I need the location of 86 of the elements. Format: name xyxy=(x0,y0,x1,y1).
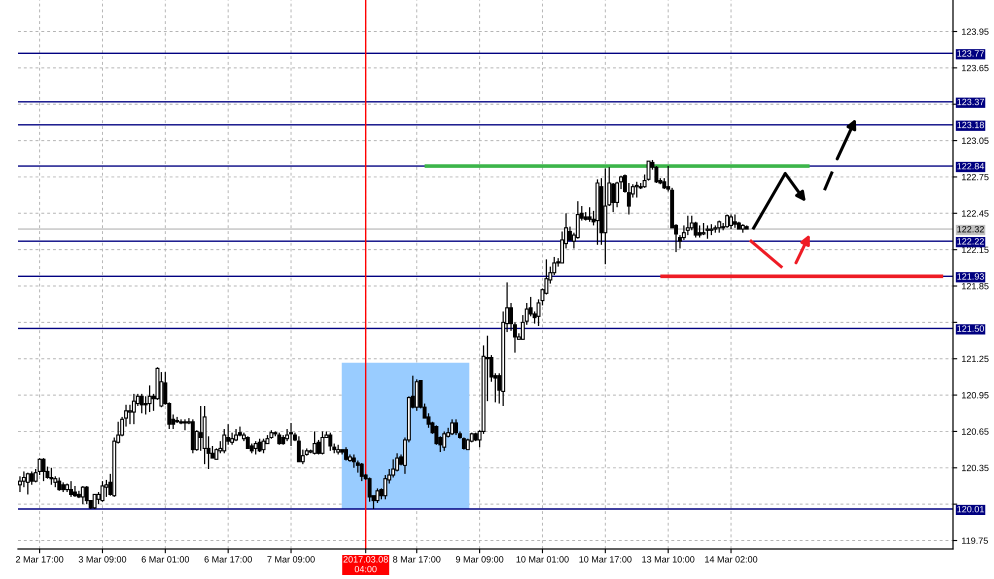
y-tick-label: 122.45 xyxy=(962,210,989,217)
candlestick xyxy=(732,214,737,228)
candlestick xyxy=(686,215,690,236)
candlestick xyxy=(328,432,332,452)
candlestick xyxy=(442,430,446,452)
candlestick xyxy=(132,393,136,425)
y-tick-label: 123.05 xyxy=(962,138,989,144)
x-tick-label: 7 Mar 09:00 xyxy=(267,556,315,563)
x-tick-label: 10 Mar 01:00 xyxy=(516,556,569,563)
ref-line-label: 123.18 xyxy=(957,122,984,128)
candlestick xyxy=(320,430,324,456)
candlestick xyxy=(198,405,203,452)
candlestick xyxy=(258,438,262,453)
ref-line-label: 123.77 xyxy=(957,50,984,57)
candlestick xyxy=(698,224,702,238)
x-tick-label: 2 Mar 17:00 xyxy=(16,556,64,563)
y-tick-label: 120.95 xyxy=(962,392,989,398)
candlestick xyxy=(238,426,242,437)
candlestick xyxy=(705,224,710,240)
y-tick-label: 123.65 xyxy=(962,64,989,72)
y-tick-label: 120.65 xyxy=(962,428,989,435)
candlestick xyxy=(702,222,706,236)
candlestick xyxy=(22,470,26,488)
candlestick xyxy=(72,485,77,498)
candlestick xyxy=(717,220,722,234)
candlestick xyxy=(344,446,348,462)
candlestick xyxy=(140,393,144,414)
candlestick xyxy=(246,436,250,450)
candlestick xyxy=(352,454,356,468)
candlestick xyxy=(368,476,372,502)
candlestick xyxy=(57,476,62,492)
candlestick xyxy=(454,418,458,436)
candlestick xyxy=(128,404,132,425)
x-tick-label: 8 Mar 17:00 xyxy=(393,556,440,563)
candlestick xyxy=(222,428,226,454)
x-tick-label: 9 Mar 09:00 xyxy=(456,556,504,563)
ref-line-label: 122.32 xyxy=(957,226,984,232)
ref-line-label: 120.01 xyxy=(957,506,984,512)
y-tick-label: 123.95 xyxy=(962,28,989,35)
candlestick xyxy=(312,430,317,456)
candlestick xyxy=(289,422,294,447)
y-tick-label: 122.75 xyxy=(962,174,989,180)
ref-line-label: 121.93 xyxy=(957,273,984,280)
candlestick xyxy=(450,418,454,436)
candlestick xyxy=(69,480,74,498)
candlestick xyxy=(26,472,30,496)
candlestick xyxy=(375,488,380,504)
candlestick xyxy=(18,476,22,493)
candlestick xyxy=(262,438,266,454)
x-tick-label: 6 Mar 01:00 xyxy=(142,556,190,563)
candlestick xyxy=(254,440,258,456)
x-tick-label: 3 Mar 09:00 xyxy=(78,556,126,563)
ref-line-label: 123.37 xyxy=(957,98,984,106)
x-tick-label: 14 Mar 02:00 xyxy=(705,556,758,563)
candlestick xyxy=(336,444,340,456)
candlestick xyxy=(611,182,616,213)
candlestick xyxy=(80,485,85,505)
candlestick xyxy=(61,482,66,493)
candlestick xyxy=(148,384,152,413)
candlestick xyxy=(42,457,46,482)
candlestick xyxy=(49,467,54,486)
candlestick xyxy=(729,214,734,230)
y-tick-label: 121.25 xyxy=(962,356,989,362)
x-tick-label: 10 Mar 17:00 xyxy=(579,556,632,563)
x-tick-label: 13 Mar 10:00 xyxy=(642,556,694,563)
ref-line-label: 122.84 xyxy=(957,163,984,170)
y-tick-label: 121.85 xyxy=(962,282,989,290)
ref-line-label: 121.50 xyxy=(957,325,984,332)
candlestick xyxy=(92,494,97,510)
candlestick xyxy=(588,206,592,222)
y-tick-label: 120.35 xyxy=(962,464,989,472)
candlestick xyxy=(296,436,301,462)
candlestick xyxy=(360,462,364,482)
candlestick xyxy=(234,428,238,442)
candlestick xyxy=(84,485,89,505)
candlestick xyxy=(104,479,108,498)
candlestick xyxy=(709,224,714,236)
candlestick xyxy=(725,214,730,228)
ref-line-label: 122.22 xyxy=(957,238,984,244)
candlestick xyxy=(277,432,282,446)
x-tick-label: 6 Mar 17:00 xyxy=(204,556,252,563)
x-tick-label: 2017.03.08 04:00 xyxy=(344,556,388,572)
y-tick-label: 119.75 xyxy=(962,537,988,544)
candlestick xyxy=(182,418,187,431)
candlestick xyxy=(100,480,104,502)
y-tick-label: 122.15 xyxy=(962,246,989,254)
